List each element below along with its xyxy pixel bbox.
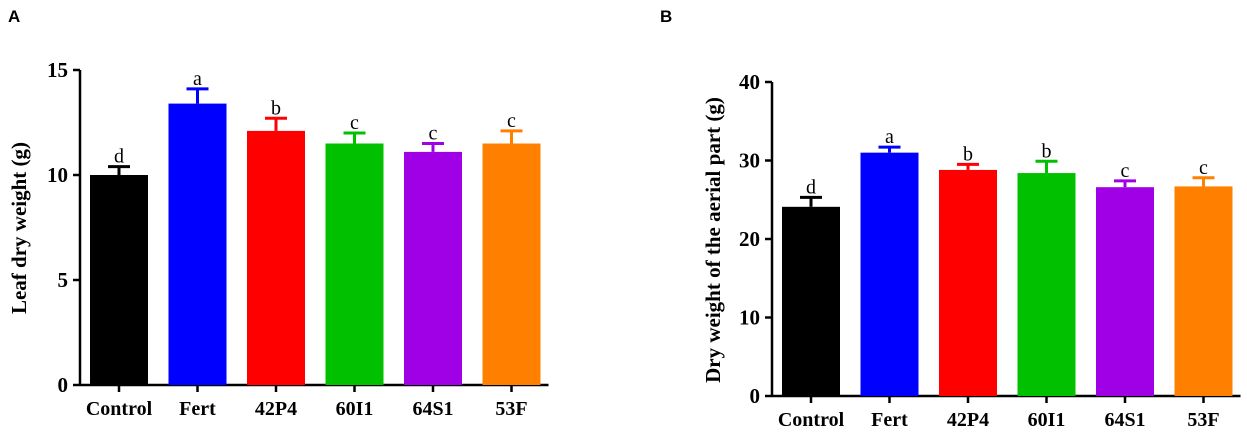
y-tick-label: 40	[739, 70, 760, 94]
bar-fert	[860, 152, 919, 396]
bar-fert	[168, 103, 227, 385]
y-tick-label: 10	[47, 163, 68, 187]
chart-panel-a: A Leaf dry weight (g) 0 5 10 15 d Control a Fert b…	[7, 7, 549, 420]
y-tick-label: 20	[739, 227, 760, 251]
significance-letter: b	[1042, 140, 1052, 162]
panel-label: B	[660, 7, 672, 26]
x-tick-label: 60I1	[336, 398, 374, 420]
chart-panel-b: B Dry weight of the aerial part (g) 0 10 20 3…	[660, 7, 1241, 431]
significance-letter: c	[429, 123, 438, 145]
x-tick-label: Control	[86, 398, 153, 420]
x-tick-label: 60I1	[1028, 409, 1066, 431]
x-tick-label: 53F	[495, 398, 527, 420]
bar-control	[782, 206, 840, 396]
panel-label: A	[8, 7, 20, 26]
y-axis-title: Dry weight of the aerial part (g)	[701, 97, 725, 383]
significance-letter: b	[271, 97, 281, 119]
bar-64s1	[1096, 187, 1154, 396]
significance-letter: c	[1199, 157, 1208, 179]
significance-letter: d	[806, 176, 816, 198]
bar-60i1	[1017, 173, 1076, 396]
y-tick-label: 10	[739, 306, 760, 330]
significance-letter: b	[963, 143, 973, 165]
bar-42p4	[939, 169, 997, 396]
significance-letter: d	[114, 146, 124, 168]
x-tick-label: Control	[778, 409, 845, 431]
bar-53f	[482, 143, 541, 385]
bar-64s1	[404, 151, 462, 385]
y-tick-label: 0	[58, 373, 69, 397]
y-tick-label: 30	[739, 149, 760, 173]
bar-42p4	[247, 130, 305, 385]
bar-60i1	[325, 143, 384, 385]
x-tick-label: Fert	[179, 398, 216, 420]
significance-letter: a	[885, 126, 894, 148]
y-tick-label: 5	[58, 268, 69, 292]
x-tick-label: Fert	[871, 409, 908, 431]
significance-letter: c	[507, 110, 516, 132]
y-tick-label: 0	[750, 384, 761, 408]
x-tick-label: 64S1	[1104, 409, 1145, 431]
x-tick-label: 42P4	[947, 409, 989, 431]
x-tick-label: 64S1	[412, 398, 453, 420]
y-tick-label: 15	[47, 58, 68, 82]
x-tick-label: 42P4	[255, 398, 297, 420]
bar-53f	[1174, 186, 1233, 396]
significance-letter: c	[1121, 160, 1130, 182]
significance-letter: a	[193, 68, 202, 90]
y-axis-title: Leaf dry weight (g)	[7, 142, 31, 314]
significance-letter: c	[350, 112, 359, 134]
bar-control	[90, 175, 148, 385]
x-tick-label: 53F	[1187, 409, 1219, 431]
